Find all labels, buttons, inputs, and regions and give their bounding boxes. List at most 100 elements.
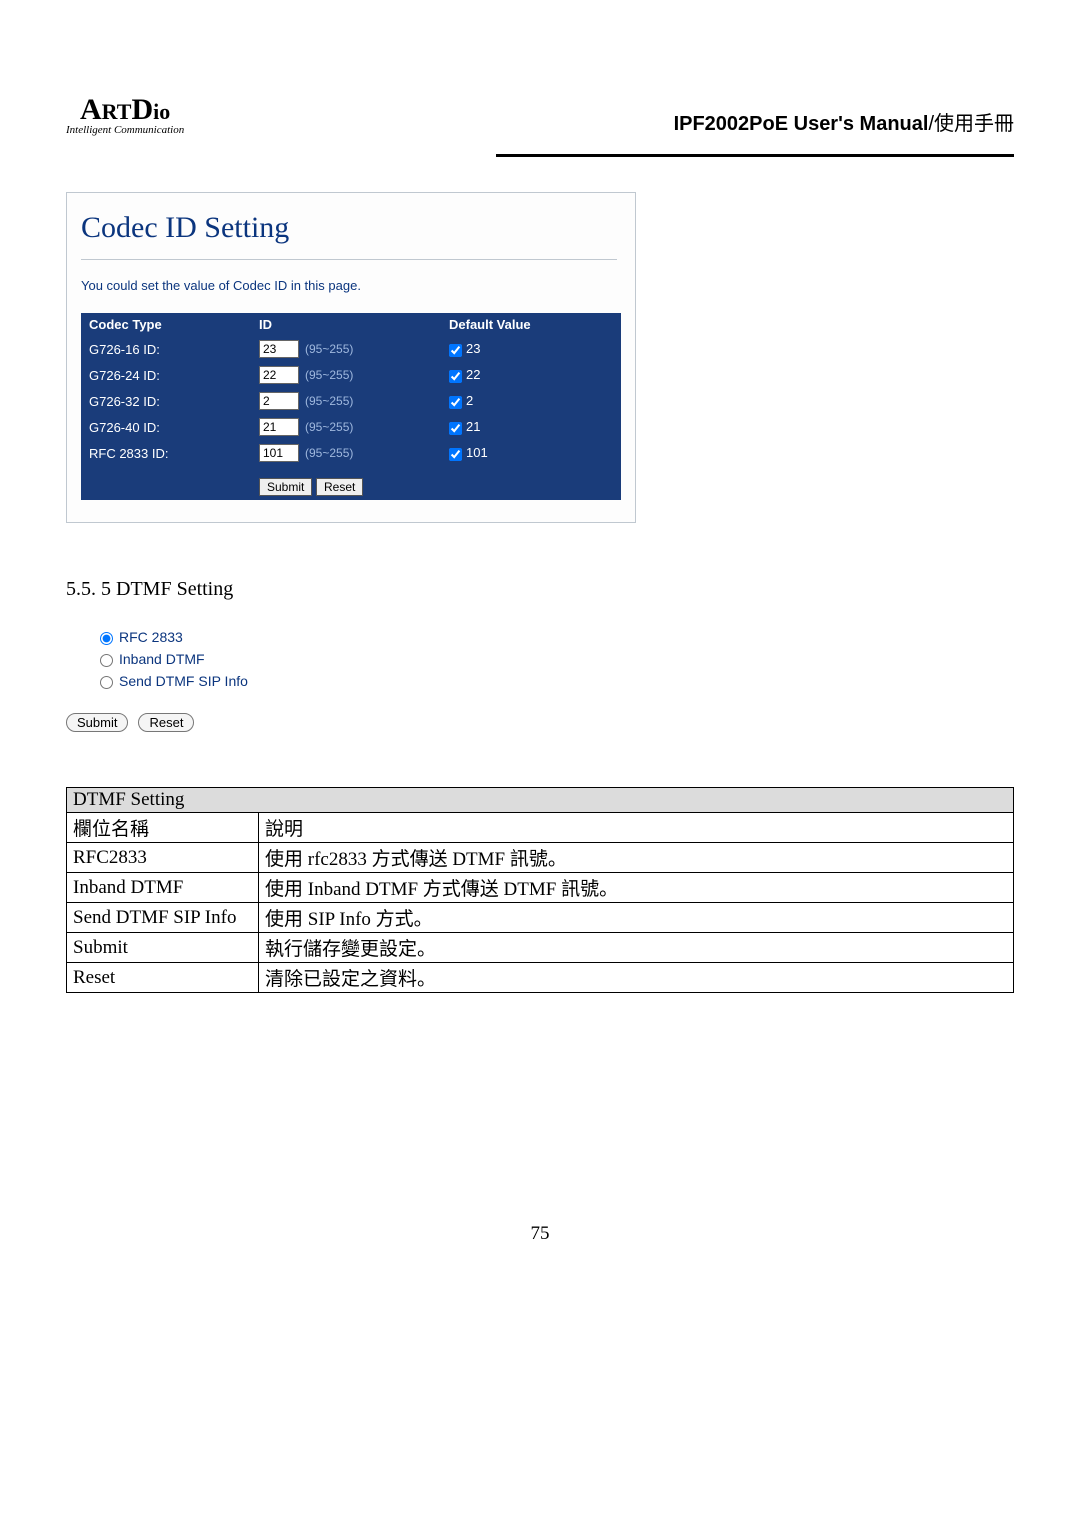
reset-button[interactable]: Reset [316, 478, 363, 496]
codec-label: RFC 2833 ID: [81, 440, 251, 466]
header-underline [496, 154, 1014, 157]
info-table-title: DTMF Setting [67, 788, 1014, 813]
dtmf-option-label: RFC 2833 [119, 629, 183, 645]
info-col2-header: 說明 [259, 813, 1014, 843]
page-header: ARTDio Intelligent Communication IPF2002… [66, 95, 1014, 136]
col-default: Default Value [441, 313, 621, 336]
codec-id-cell: (95~255) [251, 336, 441, 362]
info-cell: Send DTMF SIP Info [67, 903, 259, 933]
codec-id-input[interactable] [259, 392, 299, 410]
codec-default-cell: 101 [441, 440, 621, 466]
info-table-header-row: 欄位名稱 說明 [67, 813, 1014, 843]
logo-part: io [153, 99, 170, 124]
page-number: 75 [66, 1223, 1014, 1245]
logo: ARTDio Intelligent Communication [66, 95, 184, 136]
col-codec-type: Codec Type [81, 313, 251, 336]
codec-range: (95~255) [305, 420, 353, 434]
logo-part: A [80, 93, 102, 126]
section-heading: 5.5. 5 DTMF Setting [66, 578, 1014, 601]
submit-button[interactable]: Submit [66, 713, 128, 732]
info-table: DTMF Setting 欄位名稱 說明 RFC2833 使用 rfc2833 … [66, 787, 1014, 993]
codec-default-cell: 22 [441, 362, 621, 388]
dtmf-radio[interactable] [100, 676, 113, 689]
table-row: Submit 執行儲存變更設定。 [67, 933, 1014, 963]
panel-description: You could set the value of Codec ID in t… [81, 278, 635, 293]
logo-text: ARTDio [80, 95, 170, 125]
panel-divider [81, 259, 617, 260]
dtmf-radio[interactable] [100, 632, 113, 645]
codec-table-header-row: Codec Type ID Default Value [81, 313, 621, 336]
table-row: Send DTMF SIP Info 使用 SIP Info 方式。 [67, 903, 1014, 933]
codec-default-cell: 23 [441, 336, 621, 362]
dtmf-option-label: Send DTMF SIP Info [119, 673, 248, 689]
table-row: Inband DTMF 使用 Inband DTMF 方式傳送 DTMF 訊號。 [67, 873, 1014, 903]
dtmf-option-label: Inband DTMF [119, 651, 205, 667]
info-cell: RFC2833 [67, 843, 259, 873]
info-table-title-row: DTMF Setting [67, 788, 1014, 813]
table-row: G726-32 ID: (95~255) 2 [81, 388, 621, 414]
info-cell: 使用 rfc2833 方式傳送 DTMF 訊號。 [259, 843, 1014, 873]
info-cell: Submit [67, 933, 259, 963]
codec-label: G726-24 ID: [81, 362, 251, 388]
codec-range: (95~255) [305, 394, 353, 408]
table-row: RFC2833 使用 rfc2833 方式傳送 DTMF 訊號。 [67, 843, 1014, 873]
dtmf-radio[interactable] [100, 654, 113, 667]
info-cell: Reset [67, 963, 259, 993]
codec-default-label: 2 [466, 393, 473, 408]
codec-default-checkbox[interactable] [449, 344, 462, 357]
info-cell: 執行儲存變更設定。 [259, 933, 1014, 963]
codec-table: Codec Type ID Default Value G726-16 ID: … [81, 313, 621, 500]
codec-id-input[interactable] [259, 340, 299, 358]
codec-id-cell: (95~255) [251, 440, 441, 466]
manual-title-rest: /使用手冊 [928, 113, 1014, 135]
submit-button[interactable]: Submit [259, 478, 312, 496]
info-cell: Inband DTMF [67, 873, 259, 903]
codec-default-label: 23 [466, 341, 480, 356]
logo-subtext: Intelligent Communication [66, 125, 184, 136]
table-row: G726-24 ID: (95~255) 22 [81, 362, 621, 388]
codec-label: G726-40 ID: [81, 414, 251, 440]
codec-id-cell: (95~255) [251, 362, 441, 388]
logo-part: D [131, 93, 153, 126]
logo-part: RT [102, 99, 132, 124]
codec-id-cell: (95~255) [251, 414, 441, 440]
codec-label: G726-16 ID: [81, 336, 251, 362]
col-id: ID [251, 313, 441, 336]
table-row: G726-16 ID: (95~255) 23 [81, 336, 621, 362]
table-row: Reset 清除已設定之資料。 [67, 963, 1014, 993]
codec-default-checkbox[interactable] [449, 448, 462, 461]
reset-button[interactable]: Reset [138, 713, 194, 732]
manual-title-bold: IPF2002PoE User's Manual [674, 113, 929, 135]
info-cell: 使用 SIP Info 方式。 [259, 903, 1014, 933]
info-cell: 使用 Inband DTMF 方式傳送 DTMF 訊號。 [259, 873, 1014, 903]
codec-default-checkbox[interactable] [449, 422, 462, 435]
codec-range: (95~255) [305, 446, 353, 460]
codec-id-input[interactable] [259, 444, 299, 462]
codec-default-label: 22 [466, 367, 480, 382]
table-row: RFC 2833 ID: (95~255) 101 [81, 440, 621, 466]
panel-title: Codec ID Setting [81, 211, 635, 245]
codec-default-label: 101 [466, 445, 488, 460]
table-row: G726-40 ID: (95~255) 21 [81, 414, 621, 440]
codec-id-panel: Codec ID Setting You could set the value… [66, 192, 636, 523]
dtmf-option-sipinfo[interactable]: Send DTMF SIP Info [100, 673, 1014, 689]
codec-label: G726-32 ID: [81, 388, 251, 414]
codec-default-cell: 2 [441, 388, 621, 414]
info-cell: 清除已設定之資料。 [259, 963, 1014, 993]
codec-id-input[interactable] [259, 366, 299, 384]
codec-default-label: 21 [466, 419, 480, 434]
codec-id-input[interactable] [259, 418, 299, 436]
codec-default-checkbox[interactable] [449, 396, 462, 409]
dtmf-options: RFC 2833 Inband DTMF Send DTMF SIP Info [100, 629, 1014, 689]
manual-title: IPF2002PoE User's Manual/使用手冊 [674, 107, 1014, 136]
codec-default-checkbox[interactable] [449, 370, 462, 383]
dtmf-option-rfc2833[interactable]: RFC 2833 [100, 629, 1014, 645]
codec-default-cell: 21 [441, 414, 621, 440]
info-col1-header: 欄位名稱 [67, 813, 259, 843]
codec-range: (95~255) [305, 368, 353, 382]
dtmf-button-row: Submit Reset [66, 713, 1014, 732]
codec-button-row: Submit Reset [81, 466, 621, 500]
dtmf-option-inband[interactable]: Inband DTMF [100, 651, 1014, 667]
codec-id-cell: (95~255) [251, 388, 441, 414]
codec-range: (95~255) [305, 342, 353, 356]
